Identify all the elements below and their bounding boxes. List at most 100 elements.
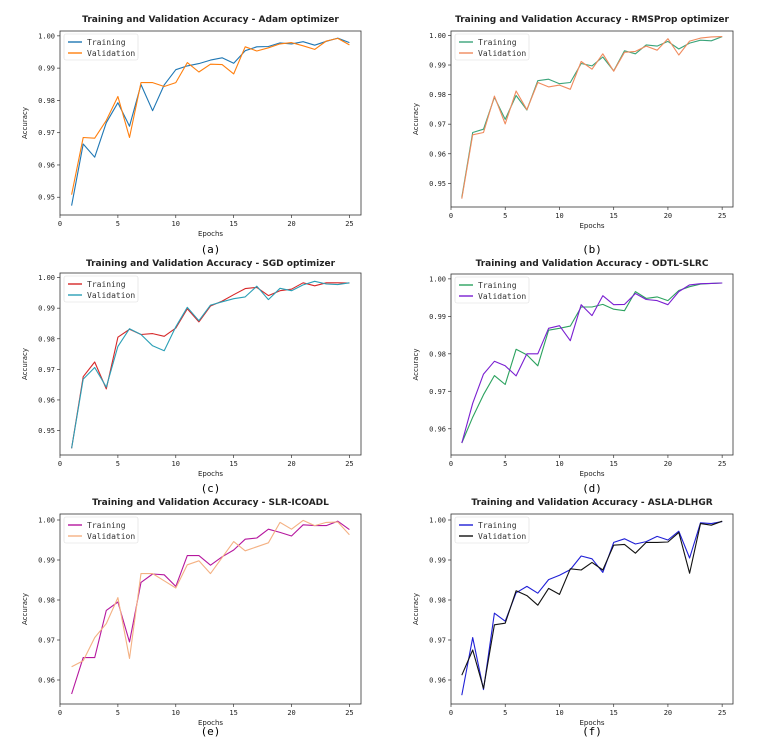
- x-tick-label: 5: [503, 709, 507, 717]
- x-tick-label: 0: [449, 709, 453, 717]
- y-tick-label: 0.96: [429, 150, 446, 158]
- y-tick-label: 0.98: [429, 91, 446, 99]
- y-axis-label: Accuracy: [412, 349, 420, 381]
- x-tick-label: 15: [229, 220, 237, 228]
- series-line-validation: [461, 520, 723, 689]
- y-axis-label: Accuracy: [21, 107, 29, 139]
- y-tick-label: 0.99: [429, 557, 446, 565]
- x-tick-label: 20: [664, 212, 672, 220]
- legend-box: [454, 516, 530, 544]
- x-axis-label: Epochs: [579, 470, 604, 478]
- x-axis-label: Epochs: [579, 222, 604, 230]
- panel-caption: (e): [201, 725, 221, 738]
- x-tick-label: 0: [58, 460, 62, 468]
- y-tick-label: 0.99: [429, 62, 446, 70]
- y-tick-label: 0.97: [38, 129, 55, 137]
- series-line-validation: [71, 280, 350, 449]
- x-tick-label: 15: [229, 460, 237, 468]
- x-tick-label: 25: [345, 460, 353, 468]
- y-tick-label: 0.97: [429, 637, 446, 645]
- y-tick-label: 0.97: [429, 121, 446, 129]
- y-tick-label: 1.00: [38, 274, 55, 282]
- x-tick-label: 25: [345, 709, 353, 717]
- y-tick-label: 1.00: [429, 275, 446, 283]
- chart-title: Training and Validation Accuracy - Adam …: [82, 15, 339, 25]
- chart-title: Training and Validation Accuracy - ASLA-…: [471, 498, 712, 508]
- x-tick-label: 20: [664, 460, 672, 468]
- x-tick-label: 0: [449, 460, 453, 468]
- chart-title: Training and Validation Accuracy - RMSPr…: [455, 15, 729, 25]
- x-tick-label: 25: [718, 709, 726, 717]
- x-tick-label: 0: [58, 709, 62, 717]
- y-tick-label: 0.97: [38, 366, 55, 374]
- x-tick-label: 5: [116, 460, 120, 468]
- chart-panel-a: Training and Validation Accuracy - Adam …: [21, 15, 362, 256]
- plot-frame: [450, 273, 734, 456]
- y-tick-label: 0.98: [38, 335, 55, 343]
- legend-box: [454, 33, 530, 61]
- y-tick-label: 1.00: [429, 517, 446, 525]
- series-line-validation: [71, 37, 350, 195]
- y-tick-label: 0.99: [429, 313, 446, 321]
- y-tick-label: 0.96: [38, 396, 55, 404]
- series-line-validation: [461, 36, 723, 199]
- y-tick-label: 0.98: [429, 597, 446, 605]
- legend-box: [63, 516, 139, 544]
- panel-caption: (a): [201, 243, 221, 256]
- legend: Training Validation: [454, 33, 530, 61]
- chart-title: Training and Validation Accuracy - ODTL-…: [476, 259, 709, 269]
- legend-label: Training: [87, 38, 126, 47]
- x-tick-label: 15: [609, 709, 617, 717]
- legend-label: Training: [478, 281, 517, 290]
- y-tick-label: 0.99: [38, 65, 55, 73]
- x-tick-label: 5: [116, 709, 120, 717]
- legend: Training Validation: [63, 33, 139, 61]
- chart-title: Training and Validation Accuracy - SLR-I…: [92, 498, 329, 508]
- series-line-training: [71, 37, 350, 206]
- y-tick-label: 0.97: [38, 637, 55, 645]
- panel-caption: (f): [582, 725, 602, 738]
- x-tick-label: 25: [718, 460, 726, 468]
- legend-label: Validation: [87, 291, 135, 300]
- plot-frame: [59, 513, 362, 705]
- x-tick-label: 15: [609, 212, 617, 220]
- x-tick-label: 25: [718, 212, 726, 220]
- legend: Training Validation: [454, 516, 530, 544]
- y-axis-label: Accuracy: [412, 593, 420, 625]
- y-tick-label: 0.95: [429, 180, 446, 188]
- y-tick-label: 0.98: [429, 350, 446, 358]
- y-tick-label: 0.96: [429, 677, 446, 685]
- series-line-training: [461, 521, 723, 696]
- x-tick-label: 5: [503, 460, 507, 468]
- x-axis-label: Epochs: [579, 719, 604, 727]
- y-tick-label: 0.99: [38, 305, 55, 313]
- y-tick-label: 0.99: [38, 557, 55, 565]
- x-tick-label: 10: [172, 460, 180, 468]
- legend: Training Validation: [63, 275, 139, 303]
- plot-frame: [59, 272, 362, 456]
- y-tick-label: 0.96: [429, 425, 446, 433]
- x-tick-label: 0: [58, 220, 62, 228]
- series-line-training: [461, 36, 723, 198]
- x-tick-label: 10: [555, 709, 563, 717]
- y-tick-label: 0.98: [38, 97, 55, 105]
- chart-panel-e: Training and Validation Accuracy - SLR-I…: [21, 498, 362, 738]
- y-tick-label: 0.96: [38, 161, 55, 169]
- y-axis-label: Accuracy: [21, 348, 29, 380]
- legend-label: Training: [478, 38, 517, 47]
- x-tick-label: 15: [229, 709, 237, 717]
- x-tick-label: 20: [287, 709, 295, 717]
- x-tick-label: 25: [345, 220, 353, 228]
- legend-box: [454, 276, 530, 304]
- y-tick-label: 1.00: [429, 32, 446, 40]
- plot-frame: [450, 30, 734, 208]
- x-tick-label: 20: [664, 709, 672, 717]
- legend-label: Training: [87, 280, 126, 289]
- x-axis-label: Epochs: [198, 719, 223, 727]
- chart-panel-c: Training and Validation Accuracy - SGD o…: [21, 259, 362, 495]
- legend-label: Validation: [87, 49, 135, 58]
- legend-label: Training: [87, 521, 126, 530]
- x-tick-label: 20: [287, 220, 295, 228]
- x-tick-label: 15: [609, 460, 617, 468]
- y-tick-label: 1.00: [38, 32, 55, 40]
